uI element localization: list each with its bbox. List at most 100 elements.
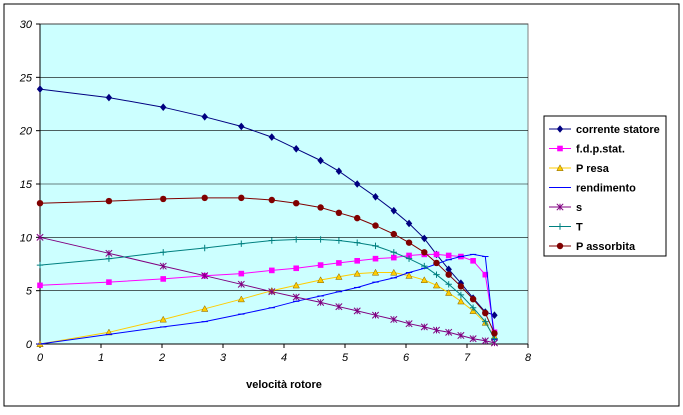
data-point-marker bbox=[36, 85, 44, 93]
data-point-marker bbox=[293, 265, 299, 272]
data-point-marker bbox=[201, 194, 208, 202]
data-point-marker bbox=[317, 156, 324, 165]
data-point-marker bbox=[481, 337, 489, 345]
data-point-marker bbox=[159, 315, 167, 323]
x-tick-label: 1 bbox=[98, 352, 104, 364]
data-point-marker bbox=[556, 164, 564, 171]
data-point-marker bbox=[372, 222, 379, 229]
data-point-marker bbox=[390, 230, 397, 238]
data-point-marker bbox=[421, 234, 428, 243]
data-point-marker bbox=[201, 272, 209, 280]
data-point-marker bbox=[317, 262, 324, 268]
data-point-marker bbox=[445, 328, 453, 336]
data-point-marker bbox=[432, 281, 441, 289]
y-tick-label: 30 bbox=[20, 19, 33, 31]
data-point-marker bbox=[421, 262, 428, 270]
data-point-marker bbox=[390, 268, 398, 276]
data-point-marker bbox=[268, 133, 275, 141]
data-point-marker bbox=[335, 209, 343, 216]
legend-label: P assorbita bbox=[576, 241, 636, 253]
data-point-marker bbox=[293, 200, 300, 207]
data-point-marker bbox=[457, 283, 465, 290]
data-point-marker bbox=[36, 200, 44, 207]
data-point-marker bbox=[482, 318, 489, 325]
data-point-marker bbox=[293, 236, 300, 243]
series-s bbox=[36, 233, 499, 347]
series-line bbox=[39, 272, 495, 345]
legend-label: P resa bbox=[576, 163, 610, 175]
x-tick-label: 7 bbox=[464, 352, 471, 364]
data-point-marker bbox=[160, 249, 167, 256]
data-point-marker bbox=[556, 242, 564, 250]
data-point-marker bbox=[238, 122, 245, 131]
data-point-marker bbox=[293, 145, 300, 153]
data-point-marker bbox=[160, 195, 167, 203]
legend-entry: corrente statore bbox=[549, 124, 660, 136]
data-point-marker bbox=[354, 258, 360, 264]
data-point-marker bbox=[201, 113, 208, 121]
data-point-marker bbox=[433, 259, 440, 267]
x-tick-label: 5 bbox=[342, 352, 349, 364]
x-tick-label: 4 bbox=[281, 352, 287, 364]
data-point-marker bbox=[317, 236, 324, 243]
data-point-marker bbox=[421, 249, 428, 256]
data-point-marker bbox=[238, 194, 245, 202]
x-tick-label: 6 bbox=[403, 352, 410, 364]
data-point-marker bbox=[105, 255, 113, 262]
data-point-marker bbox=[470, 258, 476, 264]
data-point-marker bbox=[469, 304, 477, 311]
data-point-marker bbox=[457, 331, 465, 340]
legend-label: corrente statore bbox=[576, 124, 660, 136]
data-point-marker bbox=[372, 242, 379, 250]
series-line bbox=[39, 236, 495, 344]
x-tick-label: 2 bbox=[158, 352, 165, 364]
legend-box bbox=[543, 115, 667, 257]
data-point-marker bbox=[372, 193, 379, 201]
legend-entry: T bbox=[549, 222, 583, 234]
legend-label: s bbox=[576, 202, 582, 214]
data-point-marker bbox=[457, 291, 465, 299]
data-point-marker bbox=[457, 297, 465, 305]
data-point-marker bbox=[237, 280, 245, 288]
data-point-marker bbox=[420, 276, 428, 283]
series-line bbox=[39, 88, 495, 316]
x-axis-label: velocità rotore bbox=[246, 379, 322, 391]
data-point-marker bbox=[336, 260, 342, 266]
x-tick-label: 8 bbox=[525, 352, 532, 364]
data-point-marker bbox=[36, 261, 44, 269]
data-point-marker bbox=[354, 214, 361, 222]
data-point-marker bbox=[354, 239, 361, 246]
data-point-marker bbox=[237, 295, 245, 303]
data-point-marker bbox=[390, 206, 397, 215]
data-point-marker bbox=[556, 125, 564, 133]
data-point-marker bbox=[317, 298, 325, 306]
data-point-marker bbox=[335, 303, 343, 311]
series-line bbox=[39, 239, 495, 339]
data-point-marker bbox=[445, 265, 452, 274]
data-point-marker bbox=[105, 328, 113, 336]
x-tick-label: 3 bbox=[220, 352, 227, 364]
data-point-marker bbox=[445, 281, 452, 288]
data-point-marker bbox=[317, 204, 324, 211]
series-p-resa bbox=[36, 268, 499, 347]
data-point-marker bbox=[445, 289, 453, 296]
data-point-marker bbox=[405, 272, 413, 279]
data-point-marker bbox=[433, 271, 440, 278]
data-point-marker bbox=[391, 254, 397, 261]
data-point-marker bbox=[354, 180, 361, 188]
data-point-marker bbox=[335, 273, 343, 280]
data-point-marker bbox=[390, 315, 398, 324]
data-point-marker bbox=[105, 249, 113, 257]
legend-label: rendimento bbox=[576, 183, 636, 195]
data-point-marker bbox=[405, 320, 413, 328]
data-point-marker bbox=[335, 237, 343, 244]
data-point-marker bbox=[491, 335, 498, 342]
data-point-marker bbox=[420, 323, 428, 331]
data-point-marker bbox=[238, 240, 245, 247]
x-tick-label: 0 bbox=[37, 352, 44, 364]
legend-entry: P resa bbox=[549, 163, 610, 175]
data-point-marker bbox=[268, 237, 275, 244]
data-point-marker bbox=[159, 262, 167, 270]
series-corrente-statore bbox=[36, 85, 498, 319]
